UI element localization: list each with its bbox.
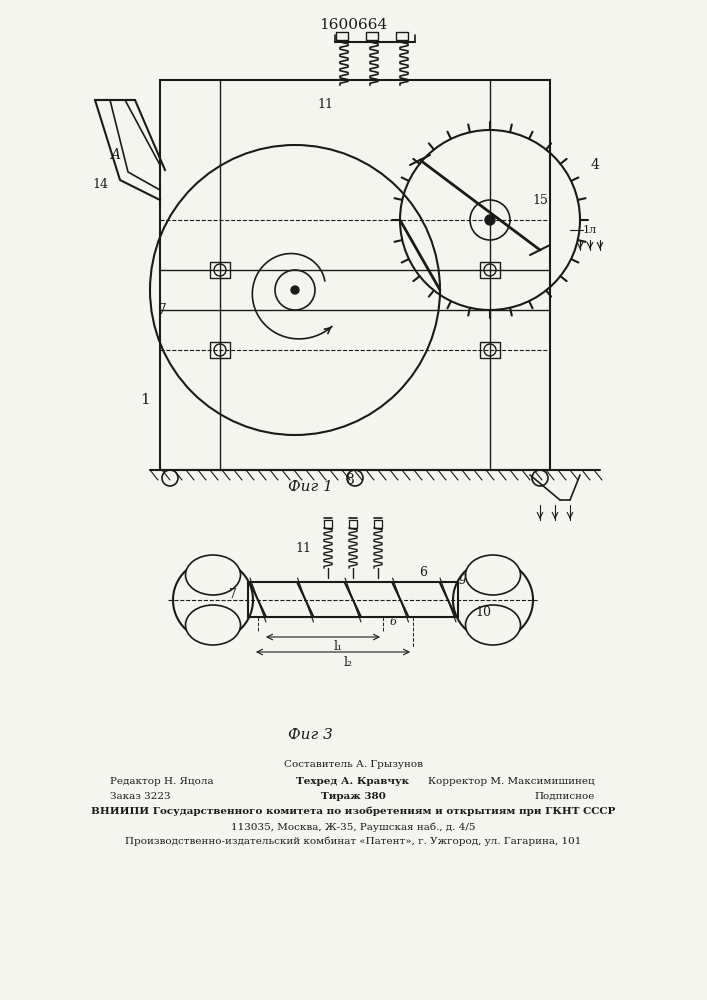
Text: 4: 4 — [590, 158, 600, 172]
Bar — [480, 262, 500, 278]
Text: 11: 11 — [295, 542, 311, 554]
Text: Заказ 3223: Заказ 3223 — [110, 792, 170, 801]
Text: 1л: 1л — [583, 225, 597, 235]
Bar — [366, 32, 378, 40]
Text: 7: 7 — [229, 588, 237, 601]
Bar — [210, 262, 230, 278]
Text: 1600664: 1600664 — [319, 18, 387, 32]
Bar — [160, 80, 550, 470]
Text: Корректор М. Максимишинец: Корректор М. Максимишинец — [428, 777, 595, 786]
Text: Редактор Н. Яцола: Редактор Н. Яцола — [110, 777, 214, 786]
Text: 7: 7 — [158, 303, 166, 317]
Ellipse shape — [465, 555, 520, 595]
Text: 6: 6 — [390, 617, 397, 627]
Bar — [349, 520, 357, 528]
Bar — [248, 582, 458, 617]
Bar — [324, 520, 332, 528]
Text: l₂: l₂ — [344, 656, 353, 668]
Text: 11: 11 — [317, 99, 333, 111]
Ellipse shape — [465, 605, 520, 645]
Circle shape — [291, 286, 299, 294]
Text: 8: 8 — [346, 473, 354, 487]
Text: A: A — [110, 148, 120, 162]
Text: ВНИИПИ Государственного комитета по изобретениям и открытиям при ГКНТ СССР: ВНИИПИ Государственного комитета по изоб… — [90, 807, 615, 816]
Ellipse shape — [185, 555, 240, 595]
Text: Фиг 3: Фиг 3 — [288, 728, 332, 742]
Bar — [396, 32, 408, 40]
Text: 15: 15 — [532, 194, 548, 207]
Bar — [210, 342, 230, 358]
Text: Техред А. Кравчук: Техред А. Кравчук — [296, 777, 409, 786]
Bar — [336, 32, 348, 40]
Text: Составитель А. Грызунов: Составитель А. Грызунов — [284, 760, 423, 769]
Text: Производственно-издательский комбинат «Патент», г. Ужгород, ул. Гагарина, 101: Производственно-издательский комбинат «П… — [125, 837, 581, 846]
Text: 113035, Москва, Ж-35, Раушская наб., д. 4/5: 113035, Москва, Ж-35, Раушская наб., д. … — [230, 822, 475, 832]
Text: Тираж 380: Тираж 380 — [320, 792, 385, 801]
Circle shape — [485, 215, 495, 225]
Bar — [480, 342, 500, 358]
Text: 6: 6 — [419, 566, 427, 580]
Bar — [374, 520, 382, 528]
Text: Фиг 1: Фиг 1 — [288, 480, 332, 494]
Text: 10: 10 — [475, 605, 491, 618]
Text: Подписное: Подписное — [534, 792, 595, 801]
Text: l₁: l₁ — [334, 641, 342, 654]
Ellipse shape — [185, 605, 240, 645]
Text: 14: 14 — [92, 178, 108, 192]
Text: 1: 1 — [140, 393, 150, 407]
Text: g: g — [459, 572, 467, 584]
